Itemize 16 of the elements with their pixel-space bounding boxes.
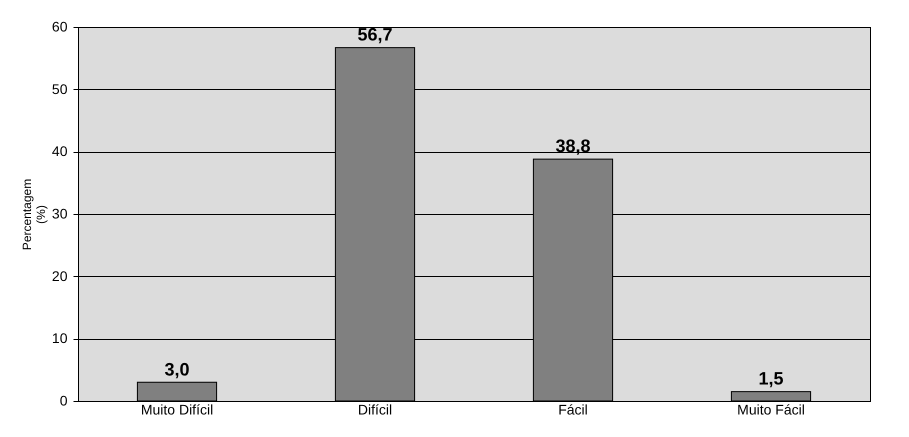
y-tick-label: 40 (52, 143, 68, 160)
data-label: 56,7 (357, 24, 393, 45)
x-tick-label: Muito Difícil (140, 402, 214, 418)
data-label: 1,5 (758, 368, 784, 389)
y-tick-label: 20 (52, 268, 68, 284)
x-tick-label: Difícil (358, 402, 392, 418)
y-tick-label: 10 (52, 330, 68, 346)
data-label: 38,8 (555, 136, 591, 156)
y-tick-label: 30 (52, 206, 68, 222)
data-label: 3,0 (164, 359, 190, 380)
x-tick-label: Muito Fácil (737, 402, 805, 418)
y-axis-title: Percentagem (%) (20, 178, 48, 250)
y-tick-label: 60 (52, 18, 68, 34)
y-tick-label: 50 (52, 80, 68, 97)
x-tick-label: Fácil (558, 402, 588, 418)
y-tick-label: 0 (60, 392, 68, 408)
